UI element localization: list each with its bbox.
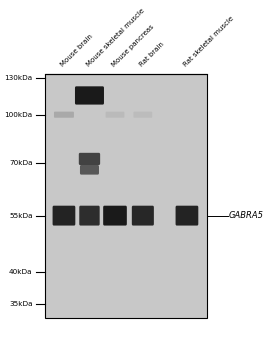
FancyBboxPatch shape: [75, 86, 104, 105]
Text: Rat skeletal muscle: Rat skeletal muscle: [183, 15, 235, 68]
FancyBboxPatch shape: [106, 112, 124, 118]
FancyBboxPatch shape: [79, 206, 100, 225]
Bar: [45, 74, 207, 318]
Text: Mouse skeletal muscle: Mouse skeletal muscle: [85, 8, 146, 68]
FancyBboxPatch shape: [79, 153, 100, 165]
Text: Rat brain: Rat brain: [139, 41, 165, 68]
Text: 100kDa: 100kDa: [5, 112, 33, 118]
FancyBboxPatch shape: [80, 165, 99, 175]
Text: GABRA5: GABRA5: [229, 211, 264, 220]
FancyBboxPatch shape: [54, 112, 74, 118]
Text: 55kDa: 55kDa: [9, 213, 33, 219]
FancyBboxPatch shape: [176, 206, 198, 225]
Text: 70kDa: 70kDa: [9, 160, 33, 166]
FancyBboxPatch shape: [53, 206, 75, 225]
Text: Mouse brain: Mouse brain: [60, 33, 94, 68]
Text: 40kDa: 40kDa: [9, 270, 33, 275]
Text: 130kDa: 130kDa: [5, 75, 33, 81]
Text: Mouse pancreas: Mouse pancreas: [111, 23, 155, 68]
Text: 35kDa: 35kDa: [9, 301, 33, 307]
FancyBboxPatch shape: [132, 206, 154, 225]
FancyBboxPatch shape: [134, 112, 152, 118]
FancyBboxPatch shape: [103, 206, 127, 225]
